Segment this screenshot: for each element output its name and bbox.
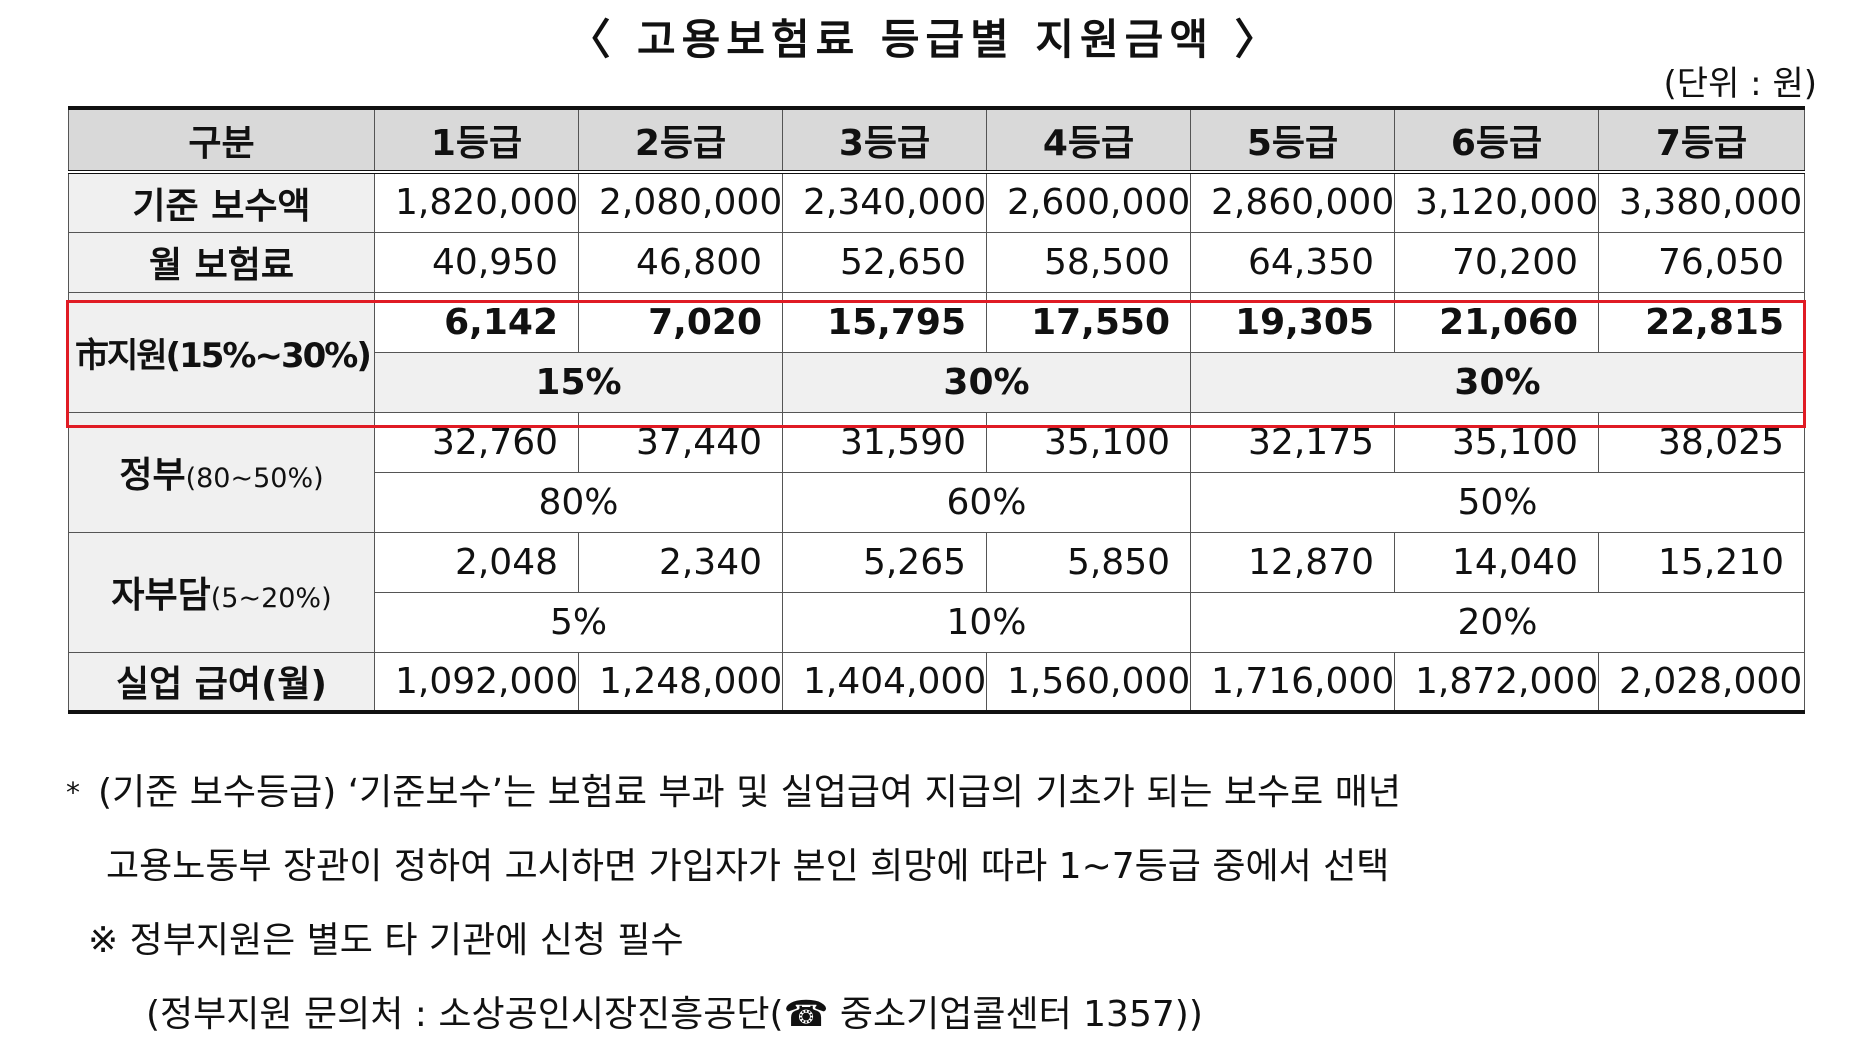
self-pay-percent-row: 5% 10% 20% <box>69 591 1805 653</box>
document-title: 〈 고용보험료 등급별 지원금액 〉 <box>568 15 1283 64</box>
unemployment-cell: 2,028,000 <box>1598 651 1805 714</box>
self-pay-cell: 2,340 <box>578 531 783 593</box>
header-grade-3: 3등급 <box>782 106 987 174</box>
self-pay-percent: 20% <box>1190 591 1805 653</box>
self-pay-label: 자부담(5~20%) <box>68 531 375 653</box>
monthly-premium-cell: 40,950 <box>374 231 579 293</box>
city-support-cell: 21,060 <box>1394 291 1599 353</box>
self-pay-row: 자부담(5~20%) 2,048 2,340 5,265 5,850 12,87… <box>68 531 1805 653</box>
header-grade-4: 4등급 <box>986 106 1191 174</box>
table-header-row: 구분 1등급 2등급 3등급 4등급 5등급 6등급 7등급 <box>68 106 1805 174</box>
government-cell: 32,760 <box>374 411 579 473</box>
city-support-cell: 19,305 <box>1190 291 1395 353</box>
city-support-cell: 6,142 <box>374 291 579 353</box>
unemployment-row: 실업 급여(월) 1,092,000 1,248,000 1,404,000 1… <box>68 651 1805 714</box>
government-percent: 50% <box>1190 471 1805 533</box>
self-pay-percent: 5% <box>374 591 783 653</box>
city-support-cell: 17,550 <box>986 291 1191 353</box>
notes-section: * (기준 보수등급) ‘기준보수’는 보험료 부과 및 실업급여 지급의 기초가… <box>66 756 1401 1052</box>
header-grade-2: 2등급 <box>578 106 783 174</box>
self-pay-label-text: 자부담 <box>111 575 211 616</box>
header-grade-6: 6등급 <box>1394 106 1599 174</box>
note-line-3: ※ 정부지원은 별도 타 기관에 신청 필수 <box>88 920 684 961</box>
asterisk-marker: * <box>66 776 80 809</box>
note-line-1-text: (기준 보수등급) ‘기준보수’는 보험료 부과 및 실업급여 지급의 기초가 … <box>98 772 1401 813</box>
unit-label: (단위 : 원) <box>1663 64 1817 104</box>
government-label-text: 정부 <box>119 455 186 496</box>
self-pay-cell: 15,210 <box>1598 531 1805 593</box>
unemployment-cell: 1,092,000 <box>374 651 579 714</box>
unemployment-cell: 1,560,000 <box>986 651 1191 714</box>
base-pay-cell: 2,600,000 <box>986 171 1191 233</box>
self-pay-cell: 5,265 <box>782 531 987 593</box>
government-label-range: (80~50%) <box>185 463 324 494</box>
monthly-premium-cell: 58,500 <box>986 231 1191 293</box>
self-pay-percent: 10% <box>782 591 1191 653</box>
monthly-premium-row: 월 보험료 40,950 46,800 52,650 58,500 64,350… <box>68 231 1805 293</box>
government-cell: 35,100 <box>1394 411 1599 473</box>
self-pay-cell: 14,040 <box>1394 531 1599 593</box>
base-pay-cell: 1,820,000 <box>374 171 579 233</box>
city-support-percent: 15% <box>374 351 783 413</box>
base-pay-cell: 2,860,000 <box>1190 171 1395 233</box>
header-category: 구분 <box>68 106 375 174</box>
note-line-2: 고용노동부 장관이 정하여 고시하면 가입자가 본인 희망에 따라 1~7등급 … <box>106 846 1390 887</box>
base-pay-cell: 3,120,000 <box>1394 171 1599 233</box>
unemployment-label: 실업 급여(월) <box>68 651 375 714</box>
government-label: 정부(80~50%) <box>68 411 375 533</box>
header-grade-7: 7등급 <box>1598 106 1805 174</box>
unemployment-cell: 1,404,000 <box>782 651 987 714</box>
monthly-premium-cell: 52,650 <box>782 231 987 293</box>
grade-support-table: 구분 1등급 2등급 3등급 4등급 5등급 6등급 7등급 기준 보수액 1,… <box>68 106 1805 714</box>
unemployment-cell: 1,716,000 <box>1190 651 1395 714</box>
header-grade-5: 5등급 <box>1190 106 1395 174</box>
city-support-percent: 30% <box>1190 351 1805 413</box>
monthly-premium-cell: 46,800 <box>578 231 783 293</box>
government-cell: 37,440 <box>578 411 783 473</box>
government-cell: 32,175 <box>1190 411 1395 473</box>
city-support-percent-row: 15% 30% 30% <box>69 351 1805 413</box>
monthly-premium-cell: 64,350 <box>1190 231 1395 293</box>
government-row: 정부(80~50%) 32,760 37,440 31,590 35,100 3… <box>68 411 1805 533</box>
base-pay-label: 기준 보수액 <box>68 171 375 233</box>
base-pay-cell: 2,340,000 <box>782 171 987 233</box>
city-support-cell: 22,815 <box>1598 291 1805 353</box>
self-pay-cell: 2,048 <box>374 531 579 593</box>
base-pay-cell: 2,080,000 <box>578 171 783 233</box>
city-support-label: 市지원(15%~30%) <box>68 291 375 413</box>
city-support-cell: 7,020 <box>578 291 783 353</box>
self-pay-cell: 5,850 <box>986 531 1191 593</box>
self-pay-label-range: (5~20%) <box>210 583 332 614</box>
note-line-1: * (기준 보수등급) ‘기준보수’는 보험료 부과 및 실업급여 지급의 기초가… <box>66 756 1401 830</box>
government-percent: 80% <box>374 471 783 533</box>
monthly-premium-cell: 76,050 <box>1598 231 1805 293</box>
header-grade-1: 1등급 <box>374 106 579 174</box>
city-support-percent: 30% <box>782 351 1191 413</box>
base-pay-row: 기준 보수액 1,820,000 2,080,000 2,340,000 2,6… <box>68 171 1805 233</box>
monthly-premium-label: 월 보험료 <box>68 231 375 293</box>
note-line-4: (정부지원 문의처 : 소상공인시장진흥공단(☎ 중소기업콜센터 1357)) <box>146 994 1203 1035</box>
government-cell: 35,100 <box>986 411 1191 473</box>
city-support-row: 市지원(15%~30%) 6,142 7,020 15,795 17,550 1… <box>68 291 1805 413</box>
government-percent: 60% <box>782 471 1191 533</box>
city-support-cell: 15,795 <box>782 291 987 353</box>
unemployment-cell: 1,872,000 <box>1394 651 1599 714</box>
unemployment-cell: 1,248,000 <box>578 651 783 714</box>
monthly-premium-cell: 70,200 <box>1394 231 1599 293</box>
base-pay-cell: 3,380,000 <box>1598 171 1805 233</box>
government-percent-row: 80% 60% 50% <box>69 471 1805 533</box>
self-pay-cell: 12,870 <box>1190 531 1395 593</box>
city-support-label-text: 市지원(15%~30%) <box>75 335 372 376</box>
government-cell: 38,025 <box>1598 411 1805 473</box>
government-cell: 31,590 <box>782 411 987 473</box>
